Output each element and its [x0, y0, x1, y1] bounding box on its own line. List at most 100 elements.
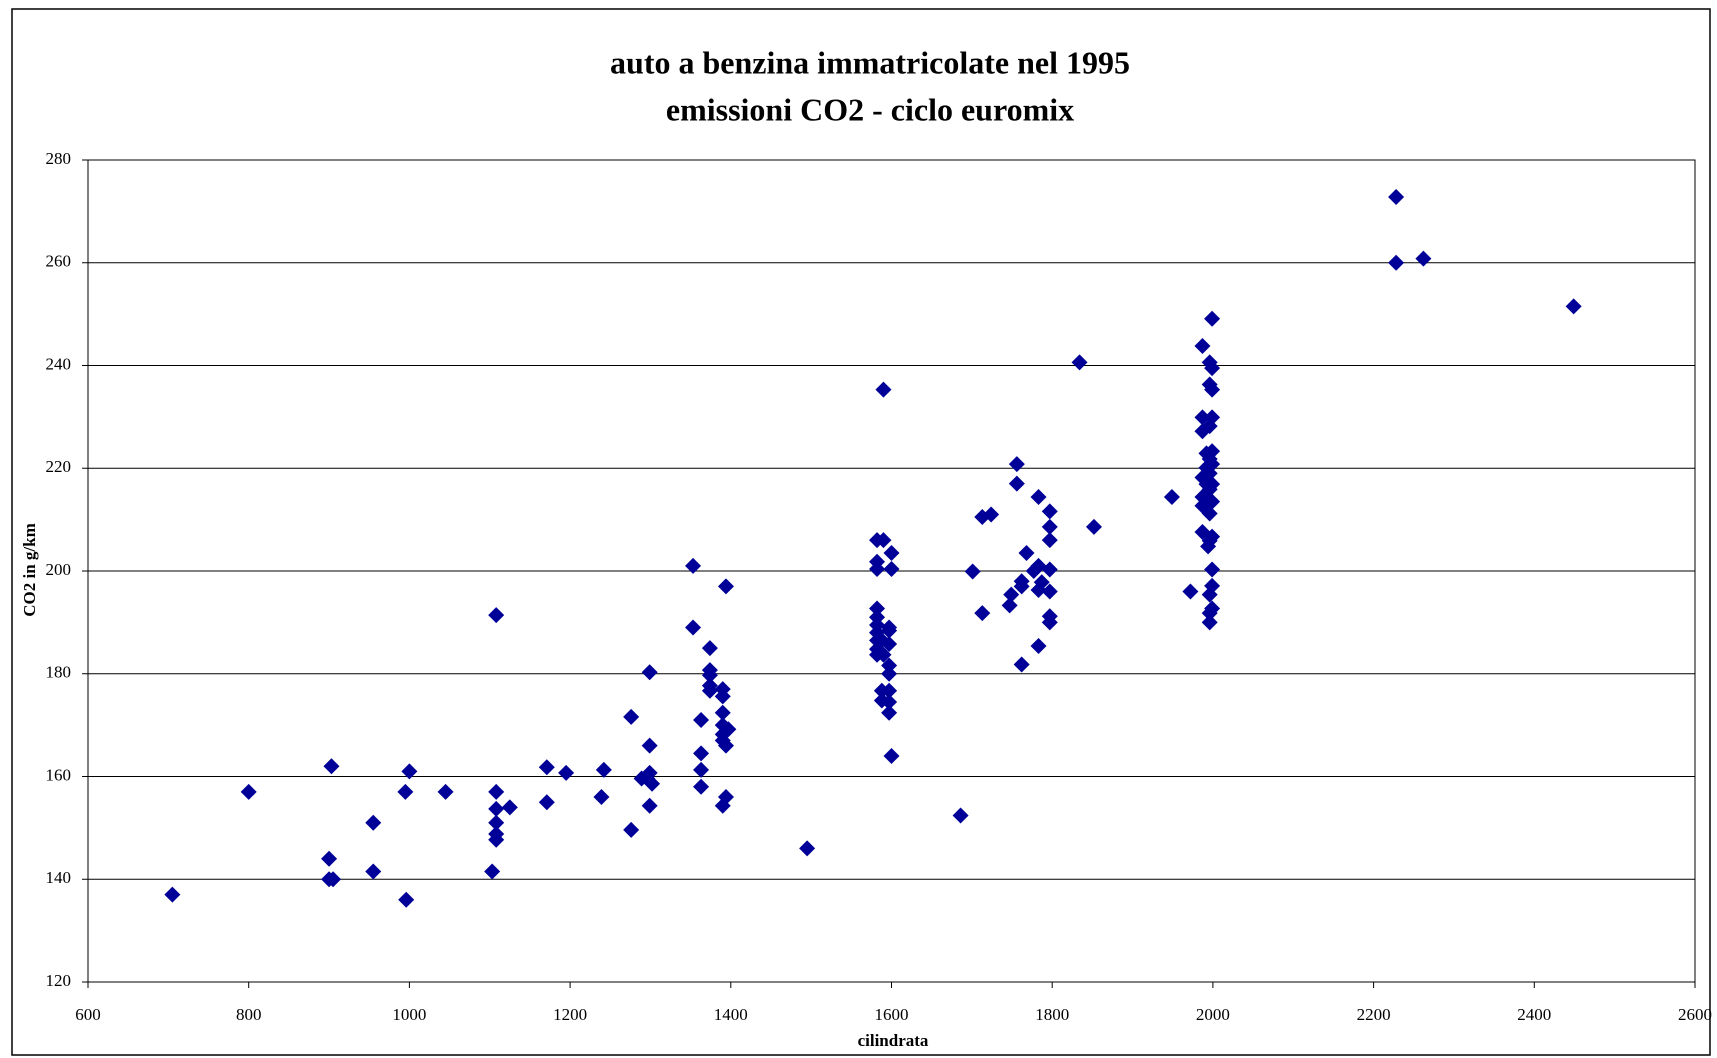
data-point [365, 863, 382, 880]
data-point [881, 657, 898, 674]
data-point [398, 891, 415, 908]
data-point [1204, 381, 1221, 398]
data-point [1204, 528, 1221, 545]
data-point [1204, 360, 1221, 377]
data-point [437, 783, 454, 800]
data-point [623, 821, 640, 838]
y-tick-label: 160 [46, 765, 72, 784]
data-point [881, 665, 898, 682]
data-point [1163, 489, 1180, 506]
data-point [558, 764, 575, 781]
data-point [875, 381, 892, 398]
data-point [641, 764, 658, 781]
data-point [693, 778, 710, 795]
data-point [881, 682, 898, 699]
plot-area [87, 159, 1696, 983]
data-point [1001, 597, 1018, 614]
x-tick-label: 1600 [875, 1005, 909, 1024]
data-point [799, 840, 816, 857]
data-point [1041, 614, 1058, 631]
data-point [641, 664, 658, 681]
x-tick-label: 2400 [1517, 1005, 1551, 1024]
data-point [717, 737, 734, 754]
data-point [1030, 638, 1047, 655]
data-point [401, 763, 418, 780]
x-tick-label: 800 [236, 1005, 262, 1024]
data-point [881, 619, 898, 636]
data-point [1013, 578, 1030, 595]
data-point [1003, 586, 1020, 603]
data-point [1201, 614, 1218, 631]
chart-subtitle: emissioni CO2 - ciclo euromix [666, 91, 1074, 127]
data-point [1388, 254, 1405, 271]
data-point [1565, 298, 1582, 315]
data-point [321, 850, 338, 867]
data-point [1041, 561, 1058, 578]
data-point [717, 578, 734, 595]
chart-border [11, 8, 1711, 1056]
data-point [693, 761, 710, 778]
data-point [964, 563, 981, 580]
x-tick-label: 2200 [1357, 1005, 1391, 1024]
data-point [593, 789, 610, 806]
y-tick-label: 240 [46, 354, 72, 373]
data-point [1013, 656, 1030, 673]
y-tick-label: 260 [46, 252, 72, 271]
data-point [1204, 577, 1221, 594]
x-tick-label: 600 [75, 1005, 101, 1024]
data-point [501, 799, 518, 816]
data-point [1041, 532, 1058, 549]
data-point [1041, 583, 1058, 600]
data-point [488, 783, 505, 800]
data-point [1204, 600, 1221, 617]
data-point [488, 814, 505, 831]
data-point [701, 682, 718, 699]
x-tick-label: 1200 [553, 1005, 587, 1024]
y-tick-label: 200 [46, 560, 72, 579]
data-point [1201, 505, 1218, 522]
y-tick-label: 280 [46, 149, 72, 168]
y-tick-label: 220 [46, 457, 72, 476]
data-point [1204, 493, 1221, 510]
data-point [685, 557, 702, 574]
x-tick-label: 1400 [714, 1005, 748, 1024]
data-point [323, 758, 340, 775]
data-point [869, 553, 886, 570]
chart-title: auto a benzina immatricolate nel 1995 [610, 44, 1130, 80]
x-tick-label: 1800 [1035, 1005, 1069, 1024]
data-point [883, 545, 900, 562]
data-point [881, 704, 898, 721]
x-tick-label: 1000 [392, 1005, 426, 1024]
data-point [983, 506, 1000, 523]
data-point [701, 667, 718, 684]
data-point [623, 708, 640, 725]
data-point [1041, 503, 1058, 520]
data-point [641, 797, 658, 814]
data-point [1008, 456, 1025, 473]
y-tick-label: 120 [46, 971, 72, 990]
data-point [1018, 545, 1035, 562]
data-point [1198, 459, 1215, 476]
data-point [1204, 561, 1221, 578]
data-point [883, 560, 900, 577]
data-point [1085, 518, 1102, 535]
data-point [365, 814, 382, 831]
data-point [720, 721, 737, 738]
data-point [595, 761, 612, 778]
data-point [881, 694, 898, 711]
data-point [1388, 188, 1405, 205]
data-point [1204, 310, 1221, 327]
data-point [488, 607, 505, 624]
y-tick-label: 140 [46, 868, 72, 887]
data-point [875, 532, 892, 549]
data-point [484, 863, 501, 880]
data-point [685, 619, 702, 636]
data-point [488, 831, 505, 848]
data-point [1194, 337, 1211, 354]
y-tick-label: 180 [46, 663, 72, 682]
data-point [1198, 445, 1215, 462]
data-point [883, 747, 900, 764]
data-point [240, 783, 257, 800]
data-point [1198, 476, 1215, 493]
